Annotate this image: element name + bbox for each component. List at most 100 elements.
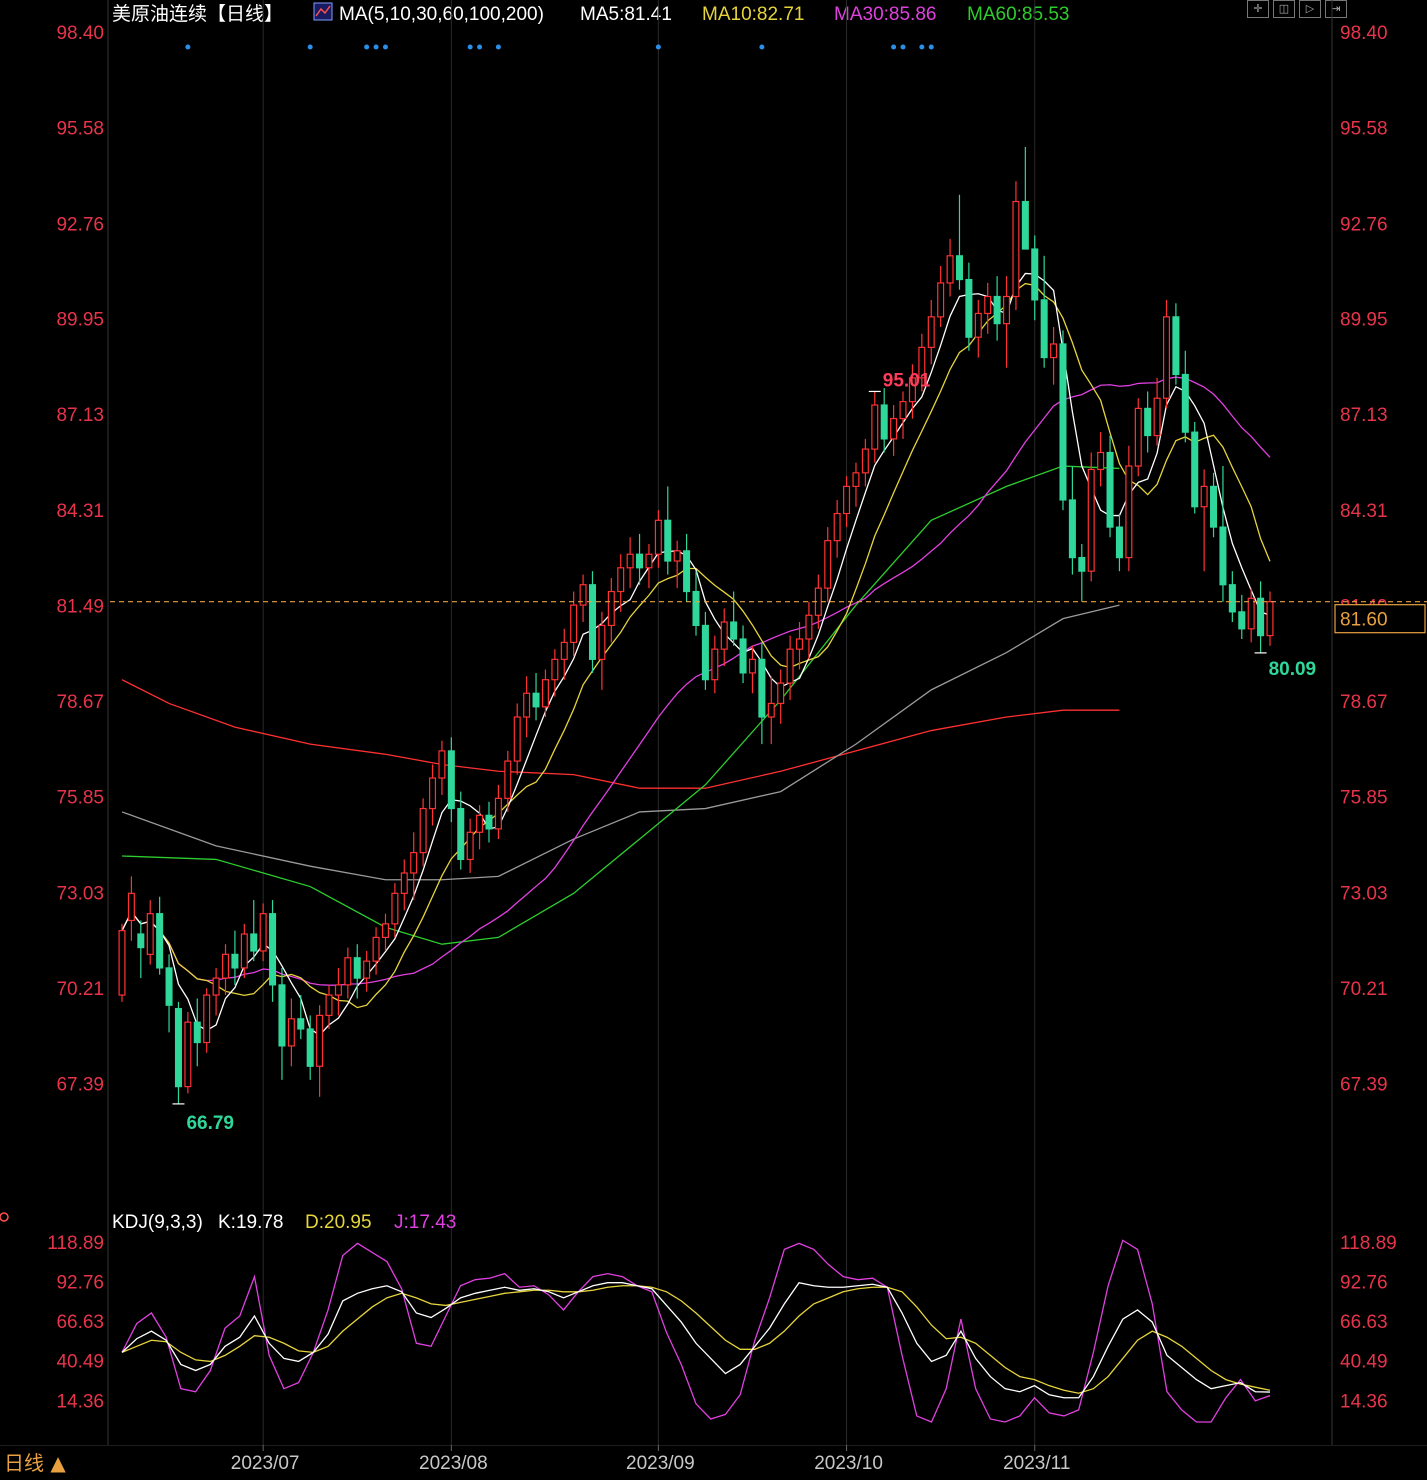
y-tick-left: 67.39 [56,1075,104,1096]
candle-body [1247,597,1255,630]
kdj-y-tick-left: 118.89 [47,1233,104,1254]
candle-body [1191,431,1199,508]
candle-body [221,953,230,979]
kdj-chart[interactable]: KDJ(9,3,3) K:19.78 D:20.95 J:17.43 118.89 118… [0,1200,1427,1445]
candle-body [1021,200,1029,250]
kdj-j-readout: J:17.43 [394,1212,456,1233]
indicator-settings-icon [0,1212,9,1222]
candle-body [165,967,173,1006]
y-tick-left: 73.03 [56,883,104,904]
event-dot [185,44,191,50]
series-line-ma10 [121,282,1271,1009]
kdj-k-readout: K:19.78 [218,1212,284,1233]
candle-body [673,550,681,562]
candle-body [447,750,455,810]
candle-body [203,994,211,1044]
candle-body [626,553,634,569]
candle-body [795,638,804,650]
candle-body [937,282,945,318]
series-line-ma30 [121,376,1271,986]
high-label: 95.01 [883,370,931,391]
candle-body [579,584,587,606]
candle-body [1106,451,1114,528]
x-tick-label: 2023/07 [231,1453,300,1474]
candle-body [824,540,832,589]
candle-body [955,255,963,281]
kdj-y-tick-left: 92.76 [56,1273,104,1294]
candle-body [701,624,709,681]
candle-body [692,590,700,627]
candle-body [739,638,747,674]
ma30-readout: MA30:85.86 [834,4,936,25]
kdj-y-tick-left: 40.49 [56,1352,104,1373]
candle-body [363,960,371,979]
kdj-line-k [121,1281,1271,1399]
candle-body [400,872,408,894]
candle-body [1172,316,1180,376]
candle-body [711,648,719,681]
candle-body [890,417,898,440]
candle-body [598,624,606,660]
candle-body [1144,407,1152,437]
price-chart[interactable]: 98.40 98.40 95.58 95.58 92.76 92.76 89.95 89.95… [0,0,1427,1200]
candle-body [1115,526,1123,559]
kdj-line-d [121,1285,1271,1394]
series-line-ma5 [121,272,1271,1036]
event-dot [900,44,906,50]
candle-body [617,567,625,593]
y-tick-left: 89.95 [56,310,104,331]
candle-body [1257,597,1265,637]
candle-body [1078,557,1086,572]
candle-body [720,621,728,650]
candle-body [1266,601,1274,637]
y-tick-left: 75.85 [56,788,104,809]
candle-body [325,994,333,1017]
candle-body [1210,485,1218,528]
candle-body [306,1028,314,1067]
candle-body [861,448,869,474]
play-icon[interactable]: ▷ [1299,0,1321,18]
kdj-y-tick-right: 66.63 [1340,1312,1388,1333]
chart-toolbar: ✛ ◫ ▷ ⇥ [1247,0,1347,18]
event-dot [307,44,313,50]
candle-body [184,1021,192,1088]
crosshair-icon[interactable]: ✛ [1247,0,1269,18]
candle-body [1162,316,1171,399]
recent-low-label: 80.09 [1269,659,1317,680]
event-dot [364,44,370,50]
candle-body [974,312,982,338]
y-tick-right: 89.95 [1340,310,1388,331]
candle-body [1040,299,1048,359]
x-tick-label: 2023/10 [814,1453,883,1474]
event-dot [467,44,473,50]
candle-body [588,584,597,660]
candle-body [654,519,662,555]
event-dot [655,44,661,50]
candle-body [429,777,437,810]
candle-body [485,814,493,830]
candle-body [532,692,540,708]
exit-icon[interactable]: ⇥ [1325,0,1347,18]
candle-body [918,346,926,379]
kdj-y-tick-right: 40.49 [1340,1352,1388,1373]
candle-body [1228,584,1236,613]
event-dot [477,44,483,50]
candle-body [758,658,766,718]
y-tick-right: 98.40 [1340,23,1388,44]
candle-body [946,255,954,284]
event-dot [891,44,897,50]
candle-body [1134,407,1142,467]
layout-icon[interactable]: ◫ [1273,0,1295,18]
candle-body [250,933,258,952]
candle-body [551,658,559,681]
candle-body [1059,343,1067,501]
y-tick-left: 92.76 [56,214,104,235]
y-tick-right: 87.13 [1340,405,1388,426]
candle-body [334,984,342,996]
period-switcher[interactable]: 日线 ▲ [4,1451,66,1475]
candle-body [494,797,502,830]
candle-body [607,590,615,627]
series-line-ma100 [121,604,1120,881]
time-axis: 2023/07 2023/08 2023/09 2023/10 2023/11 [0,1445,1427,1474]
instrument-title: 美原油连续【日线】 [112,3,283,25]
